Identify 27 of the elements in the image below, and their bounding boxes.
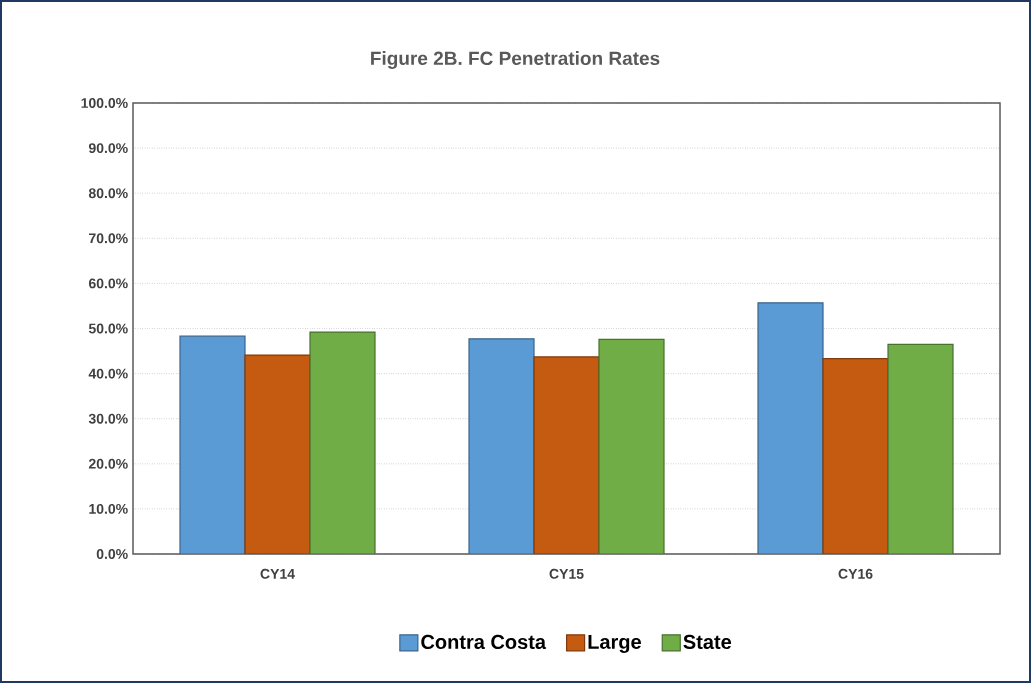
y-tick-label: 70.0% <box>89 233 128 244</box>
x-tick-label: CY14 <box>260 568 295 579</box>
bar <box>598 338 665 554</box>
bar <box>179 335 246 554</box>
y-tick-label: 40.0% <box>88 368 128 379</box>
y-tick-label: 10.0% <box>89 503 128 514</box>
y-tick-label: 100.0% <box>81 98 128 108</box>
x-tick-label: CY16 <box>838 568 873 579</box>
x-tick-label: CY15 <box>549 568 584 579</box>
legend-label: Contra Costa <box>421 634 547 650</box>
y-tick-label: 90.0% <box>88 143 128 154</box>
bar <box>757 302 824 554</box>
y-tick-label: 20.0% <box>88 458 128 469</box>
bar <box>887 343 954 554</box>
bar <box>244 354 311 554</box>
bar <box>533 356 600 554</box>
bar <box>309 331 376 554</box>
bar <box>822 358 889 554</box>
y-tick-label: 80.0% <box>88 188 128 199</box>
chart-title: Figure 2B. FC Penetration Rates <box>371 51 660 69</box>
y-tick-label: 30.0% <box>88 413 128 424</box>
bar <box>468 338 535 554</box>
y-tick-label: 60.0% <box>88 278 128 289</box>
legend-label: State <box>683 634 732 650</box>
y-tick-label: 50.0% <box>88 323 128 334</box>
legend-label: Large <box>588 634 641 653</box>
y-tick-label: 0.0% <box>96 549 128 559</box>
